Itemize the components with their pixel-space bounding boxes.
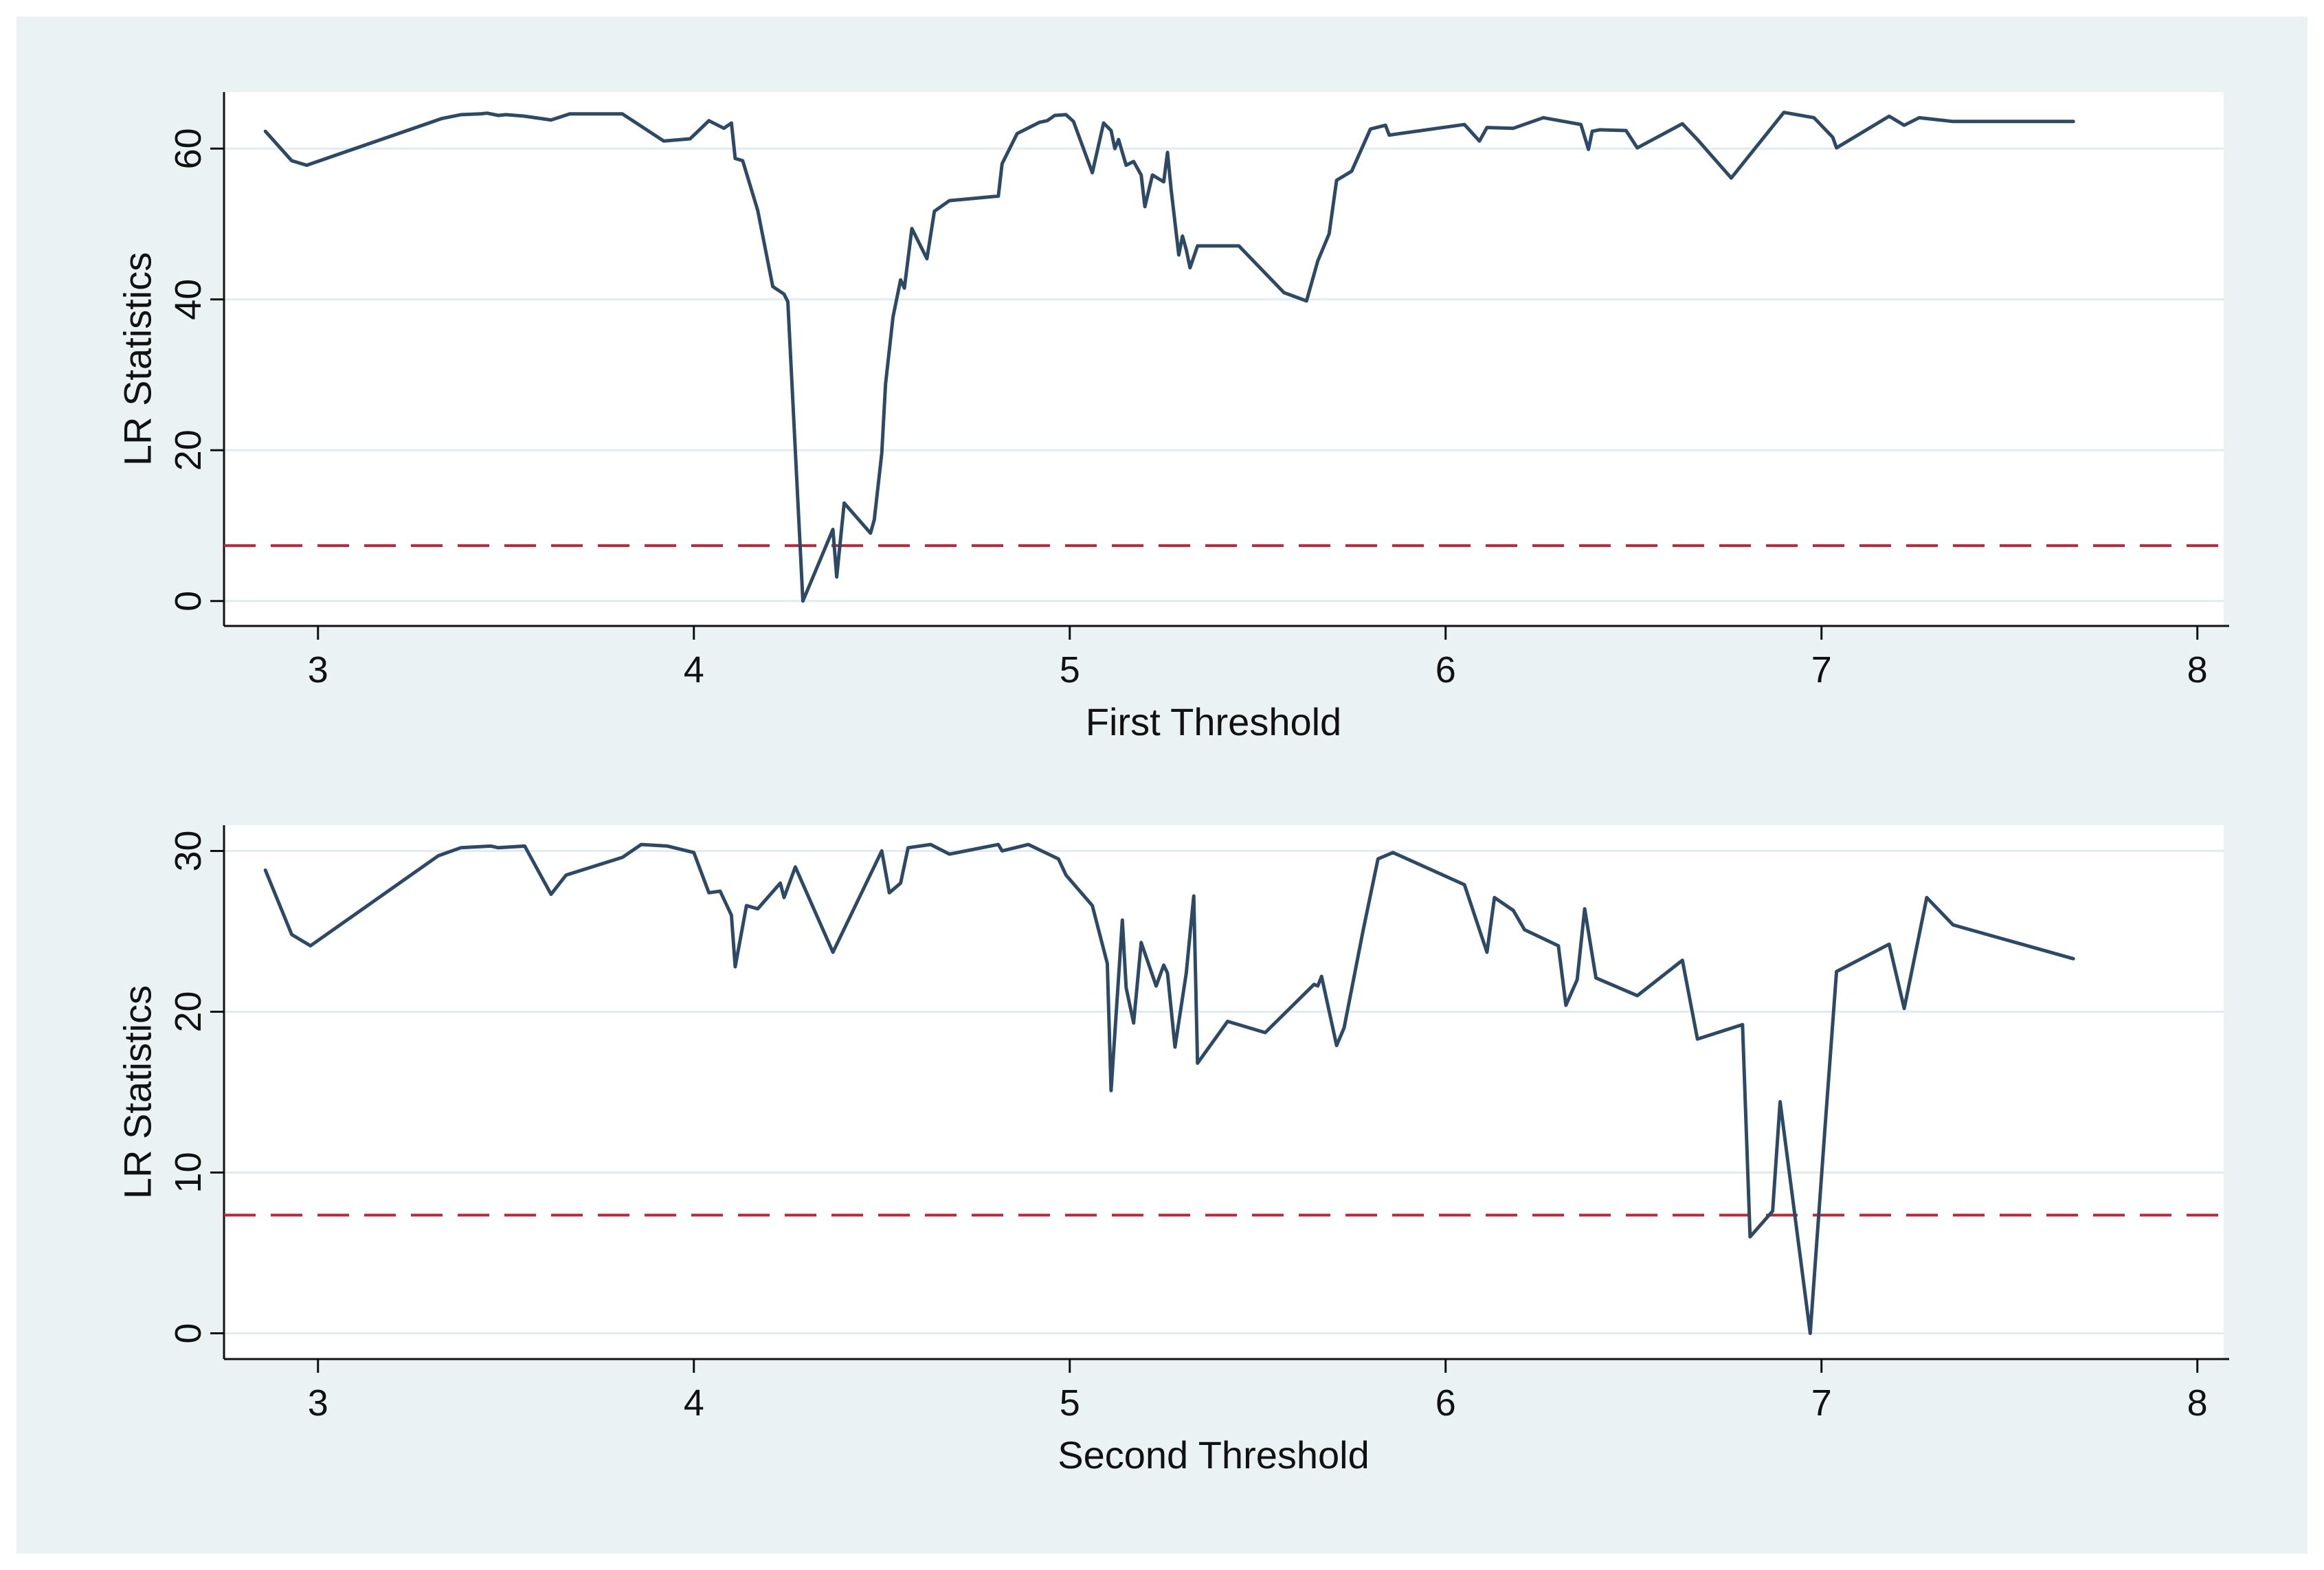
x-tick-label: 5 [1060,1382,1080,1424]
x-axis-title: First Threshold [1086,700,1341,743]
lr-statistics-line [263,111,2075,603]
plot-area [224,825,2224,1359]
y-axis-title: LR Statistics [116,252,159,466]
y-tick-label: 30 [168,830,209,871]
chart-panel-1: 3 4 5 6 7 8 0 20 40 60 First Threshold LR Statistic… [116,92,2229,743]
y-axis-title: LR Statistics [116,985,159,1199]
x-tick-label: 3 [308,649,328,691]
y-tick-label: 60 [168,128,209,169]
x-tick-label: 4 [684,649,704,691]
x-axis-title: Second Threshold [1058,1433,1370,1477]
x-tick-label: 6 [1435,649,1456,691]
x-tick-label: 8 [2187,649,2208,691]
lr-statistics-line [263,842,2075,1336]
plot-area [224,92,2224,626]
x-tick-label: 4 [684,1382,704,1424]
x-tick-label: 7 [1811,1382,1832,1424]
chart-panel-2: 3 4 5 6 7 8 0 10 20 30 Second Threshold LR Statisti… [116,825,2229,1477]
y-tick-label: 20 [168,991,209,1032]
y-tick-label: 20 [168,429,209,471]
x-tick-label: 7 [1811,649,1832,691]
x-tick-label: 8 [2187,1382,2208,1424]
figure-background: 3 4 5 6 7 8 0 20 40 60 First Threshold LR Statistic… [16,16,2308,1554]
y-tick-label: 0 [168,1323,209,1344]
y-tick-label: 0 [168,591,209,612]
y-tick-label: 10 [168,1152,209,1193]
x-tick-label: 5 [1060,649,1080,691]
x-tick-label: 6 [1435,1382,1456,1424]
x-tick-label: 3 [308,1382,328,1424]
y-tick-label: 40 [168,279,209,320]
